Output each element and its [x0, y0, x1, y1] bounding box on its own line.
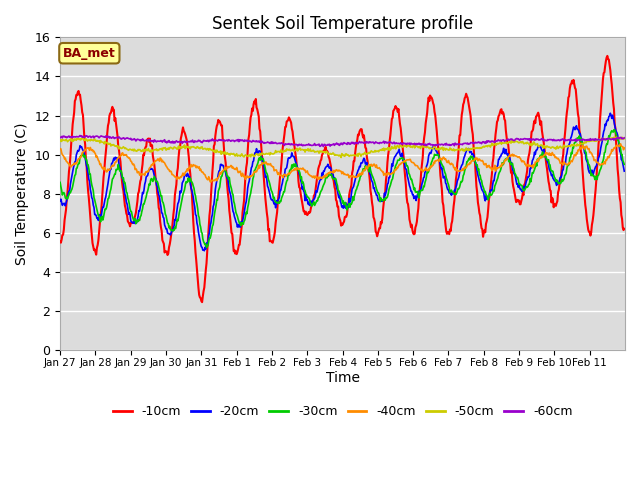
- Y-axis label: Soil Temperature (C): Soil Temperature (C): [15, 122, 29, 265]
- X-axis label: Time: Time: [326, 371, 360, 385]
- Text: BA_met: BA_met: [63, 47, 116, 60]
- Title: Sentek Soil Temperature profile: Sentek Soil Temperature profile: [212, 15, 473, 33]
- Legend: -10cm, -20cm, -30cm, -40cm, -50cm, -60cm: -10cm, -20cm, -30cm, -40cm, -50cm, -60cm: [108, 400, 577, 423]
